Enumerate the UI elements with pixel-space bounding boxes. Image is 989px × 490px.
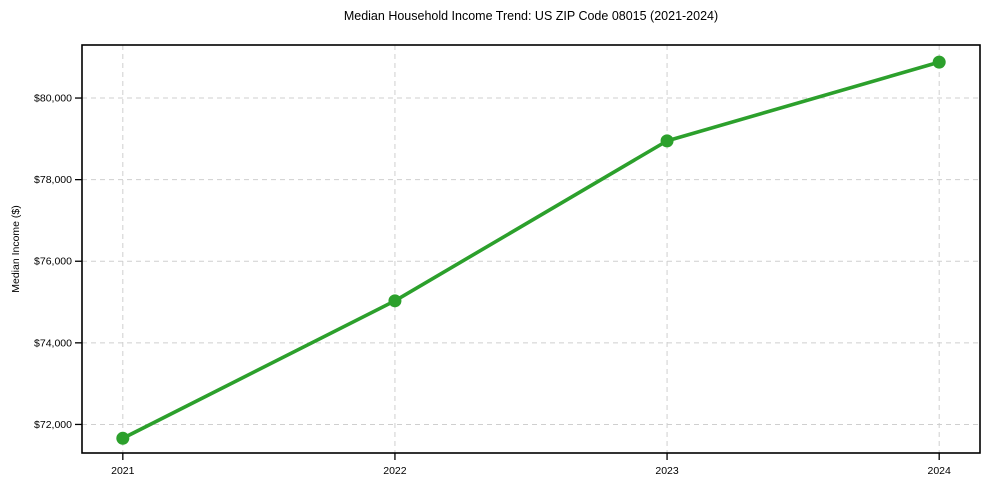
y-tick-label: $78,000 — [34, 174, 72, 186]
y-tick-label: $72,000 — [34, 419, 72, 431]
data-point-2021 — [116, 431, 130, 445]
y-tick-label: $76,000 — [34, 256, 72, 268]
x-tick-label: 2023 — [655, 465, 679, 477]
x-tick-label: 2024 — [928, 465, 952, 477]
y-tick-label: $80,000 — [34, 93, 72, 105]
axes-border — [81, 44, 981, 454]
data-point-2022 — [388, 294, 402, 308]
trend-line — [121, 60, 941, 441]
data-point-2024 — [932, 55, 946, 69]
data-point-2023 — [660, 134, 674, 148]
y-tick-label: $74,000 — [34, 337, 72, 349]
x-tick-label: 2022 — [383, 465, 407, 477]
chart-title: Median Household Income Trend: US ZIP Co… — [343, 9, 719, 23]
x-tick-label: 2021 — [111, 465, 135, 477]
